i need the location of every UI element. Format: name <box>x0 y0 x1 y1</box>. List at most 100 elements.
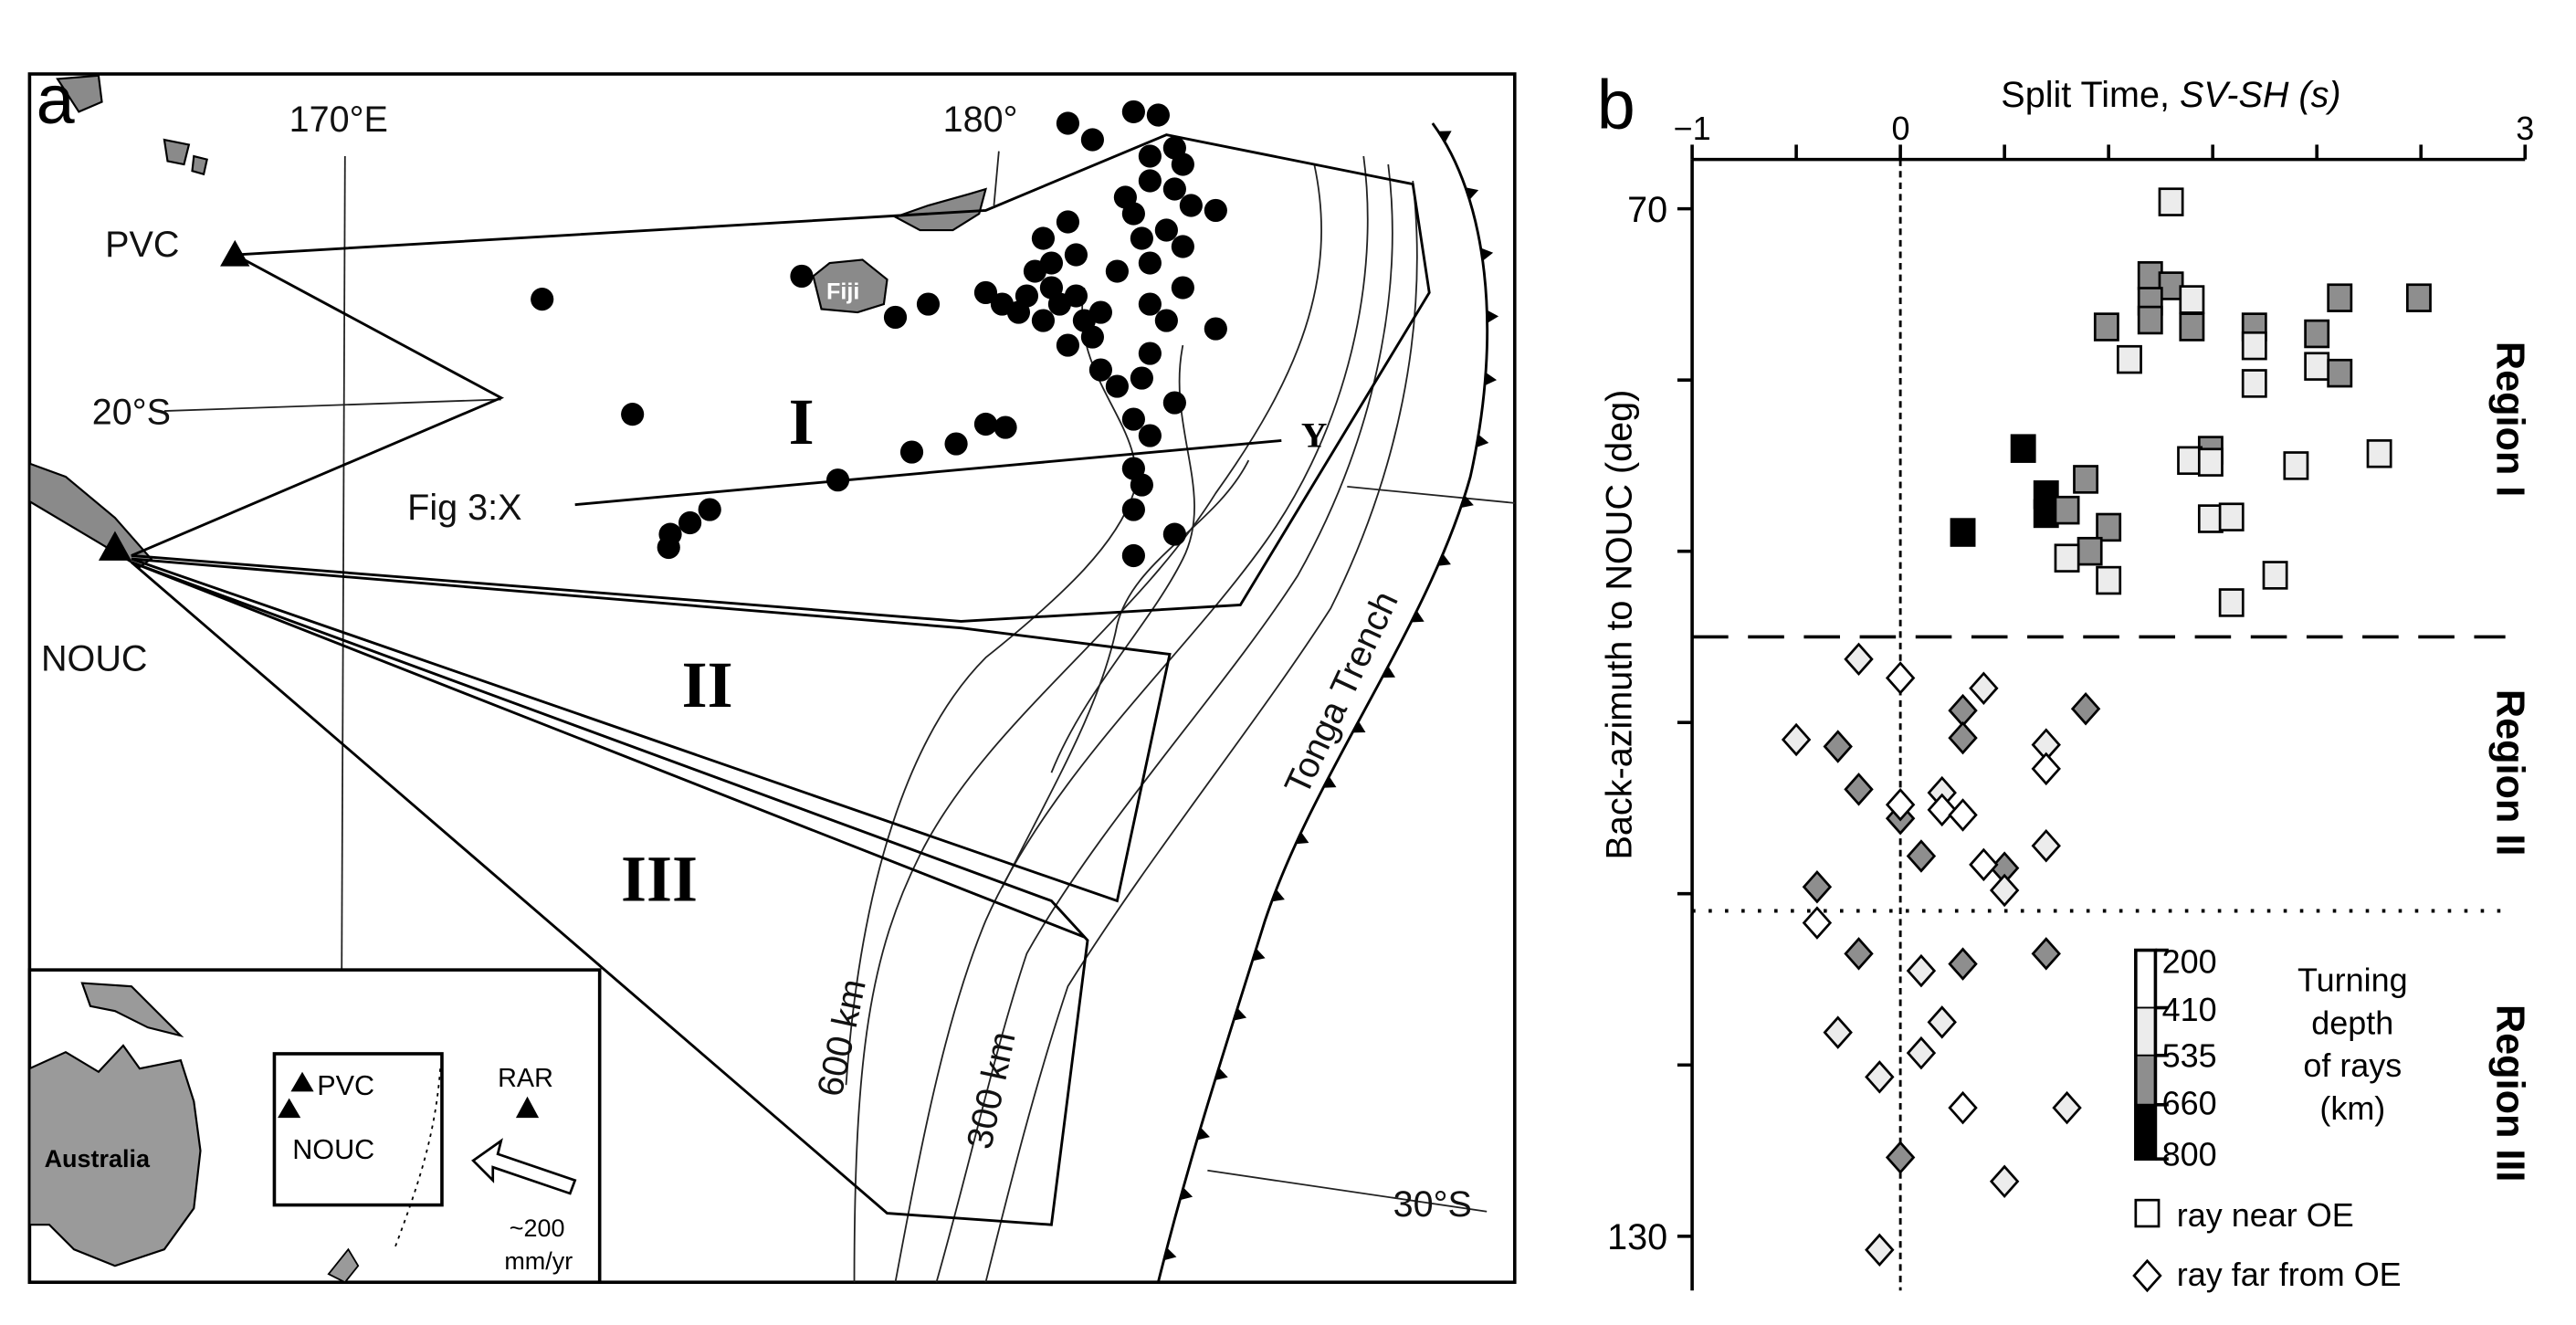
earthquake-dot <box>1039 251 1064 275</box>
data-point-square <box>2179 285 2205 314</box>
earthquake-dot <box>790 264 814 289</box>
x-tick-label: −1 <box>1674 110 1711 147</box>
profile-line <box>574 439 1282 507</box>
data-point-diamond <box>1989 1164 2020 1199</box>
trench-tooth-icon <box>1484 372 1498 386</box>
earthquake-dot <box>1130 473 1153 497</box>
inset-pvc-triangle-icon <box>290 1071 314 1092</box>
plate-motion-arrow-icon <box>471 1138 577 1195</box>
tonga-trench <box>1156 122 1499 1283</box>
data-point-square <box>2117 344 2142 374</box>
earthquake-dot <box>1162 522 1186 546</box>
landmasses <box>28 74 988 569</box>
earthquake-dot <box>1056 111 1080 135</box>
depth-colorbar <box>2134 948 2169 1161</box>
data-point-diamond <box>1885 1141 1916 1174</box>
colorbar-title: of rays <box>2303 1046 2402 1084</box>
earthquake-dot <box>1031 309 1056 332</box>
data-point-square <box>2054 543 2080 573</box>
earthquake-dot <box>1162 177 1186 201</box>
colorbar-segment <box>2134 1054 2157 1106</box>
data-point-square <box>2283 451 2309 480</box>
data-point-square <box>2197 504 2224 533</box>
data-point-diamond <box>1948 693 1978 728</box>
data-point-square <box>2304 319 2330 349</box>
data-point-diamond <box>1865 1233 1895 1267</box>
region-outlines <box>130 133 1431 1226</box>
colorbar-tick-label: 800 <box>2162 1135 2217 1173</box>
trench-tooth-icon <box>1437 553 1451 566</box>
region-3-title: Region III <box>2488 1004 2532 1182</box>
colorbar-segment <box>2134 1006 2157 1057</box>
data-point-square <box>2096 565 2122 595</box>
x-axis-title: Split Time, SV-SH (s) <box>2001 75 2340 115</box>
earthquake-dot <box>916 292 941 316</box>
x-tick-label: 0 <box>1892 110 1910 147</box>
data-point-square <box>2073 465 2099 494</box>
data-point-square <box>2033 499 2059 529</box>
x-axis-title-plain: Split Time, <box>2001 75 2180 115</box>
trench-tooth-icon <box>1295 832 1309 845</box>
earthquake-dot <box>1088 300 1112 324</box>
colorbar-title: (km) <box>2319 1089 2385 1127</box>
data-point-square <box>2096 512 2122 542</box>
data-point-diamond <box>1927 793 1957 827</box>
inset-nouc-label: NOUC <box>292 1134 374 1165</box>
data-point-diamond <box>1948 798 1978 832</box>
trench-tooth-icon <box>1438 131 1452 143</box>
data-point-diamond <box>1781 722 1812 757</box>
earthquake-dot <box>994 415 1017 439</box>
data-point-square <box>2137 305 2163 335</box>
data-point-diamond <box>1844 773 1874 806</box>
lon-170-label: 170°E <box>289 100 388 140</box>
station-pvc-triangle-icon <box>220 239 250 267</box>
earthquake-dot <box>1121 498 1145 521</box>
earthquake-dot <box>1105 374 1129 398</box>
region-3-label: III <box>621 843 698 916</box>
data-point-diamond <box>1885 787 1916 822</box>
earthquake-dot <box>1179 194 1203 217</box>
trench-tooth-icon <box>1351 720 1366 733</box>
inset-nouc-triangle-icon <box>278 1098 301 1119</box>
trench-tooth-icon <box>1476 434 1489 448</box>
earthquake-dot <box>698 498 721 521</box>
data-point-diamond <box>1802 869 1833 904</box>
earthquake-dot <box>1138 424 1162 447</box>
data-point-diamond <box>1844 642 1874 677</box>
data-point-diamond <box>2031 752 2061 786</box>
slab-depth-contours <box>845 155 1418 1283</box>
trench-tooth-icon <box>1322 775 1337 788</box>
data-point-diamond <box>1948 1090 1978 1125</box>
earthquake-dot <box>1130 226 1153 250</box>
region-2-label: II <box>682 648 733 721</box>
earthquake-dot <box>973 280 998 305</box>
station-nouc-triangle-icon <box>98 531 131 561</box>
chart-panel: b Split Time, SV-SH (s) −1 0 3 70 130 Ba… <box>1597 67 2535 1292</box>
earthquake-dot <box>1154 218 1178 242</box>
data-point-diamond <box>1948 947 1978 981</box>
legend-diamond-icon <box>2132 1258 2162 1293</box>
data-point-square <box>2304 352 2330 381</box>
earthquake-dot <box>1171 276 1194 300</box>
inset-rar-label: RAR <box>498 1064 553 1093</box>
data-point-square <box>2241 331 2267 361</box>
data-point-diamond <box>1906 953 1937 988</box>
earthquake-dot <box>1113 185 1137 209</box>
inset-map <box>27 968 602 1284</box>
data-point-square <box>2010 434 2036 463</box>
data-point-diamond <box>2031 937 2061 971</box>
earthquake-dot <box>1015 284 1039 308</box>
lat-20-label: 20°S <box>92 392 171 432</box>
inset-rar-triangle-icon <box>515 1096 540 1119</box>
data-point-square <box>2093 312 2119 342</box>
earthquake-dot <box>1162 391 1186 415</box>
earthquake-dot <box>1121 100 1145 124</box>
colorbar-tick-label: 200 <box>2162 943 2217 981</box>
trench-tooth-icon <box>1180 1187 1193 1201</box>
x-axis-title-italic: SV-SH (s) <box>2180 75 2341 115</box>
profile-x-label: Fig 3:X <box>407 488 521 528</box>
earthquake-dot <box>1130 366 1153 390</box>
trench-tooth-icon <box>1411 610 1425 623</box>
trench-tooth-icon <box>1252 948 1266 962</box>
guide-lines <box>1692 159 2506 1291</box>
